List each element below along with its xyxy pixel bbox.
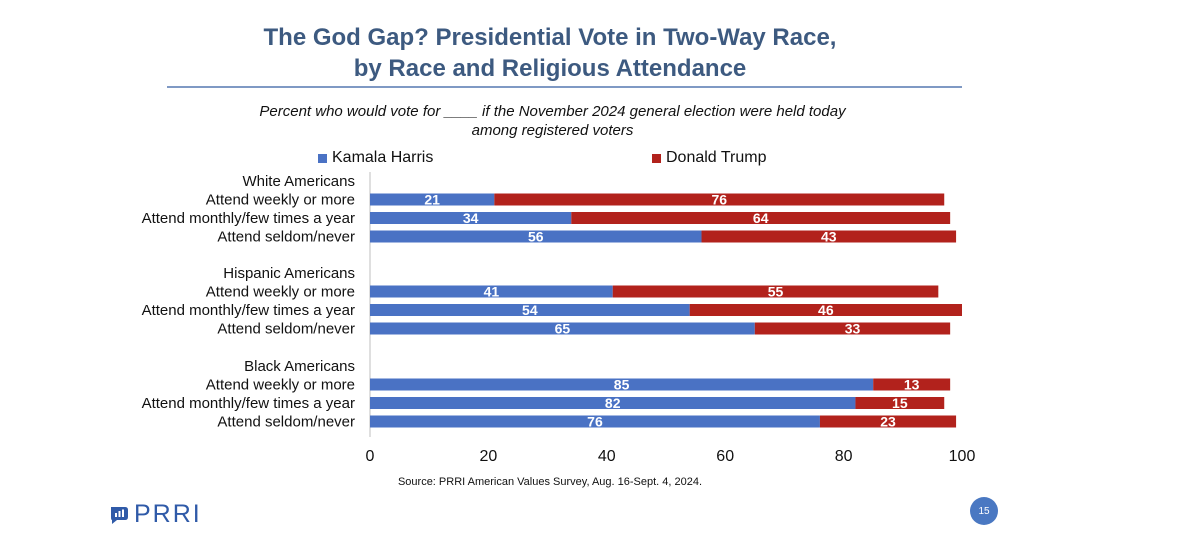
group-label: Black Americans	[244, 358, 355, 375]
x-tick-label: 100	[949, 448, 976, 465]
chart-subtitle: Percent who would vote for ____ if the N…	[170, 102, 935, 140]
row-label: Attend seldom/never	[217, 229, 355, 246]
data-label-harris: 34	[463, 210, 479, 226]
chart-subtitle-line-2: among registered voters	[471, 122, 634, 139]
source-note: Source: PRRI American Values Survey, Aug…	[397, 476, 703, 488]
bar-harris	[370, 193, 495, 206]
bar-harris	[370, 285, 613, 298]
x-tick-label: 80	[835, 448, 853, 465]
data-label-harris: 65	[555, 321, 571, 337]
legend-swatch-harris	[318, 153, 327, 163]
row-label: Attend weekly or more	[206, 284, 355, 301]
page-number-badge: 15	[970, 497, 998, 525]
row-label: Attend monthly/few times a year	[142, 302, 355, 319]
data-label-harris: 56	[528, 229, 544, 245]
data-label-harris: 85	[614, 377, 630, 393]
group-label: White Americans	[242, 173, 355, 190]
bar-trump	[754, 322, 951, 335]
prri-logo-text: PRRI	[134, 500, 202, 528]
row-label: Attend seldom/never	[217, 414, 355, 431]
legend-label-trump: Donald Trump	[666, 149, 767, 166]
data-label-harris: 54	[522, 302, 538, 318]
data-label-trump: 43	[821, 229, 837, 245]
x-tick-label: 20	[480, 448, 498, 465]
bar-harris	[370, 397, 856, 409]
data-label-trump: 33	[845, 321, 861, 337]
x-tick-label: 40	[598, 448, 616, 465]
legend-item-harris: Kamala Harris	[318, 149, 433, 167]
bar-trump	[689, 304, 962, 316]
bar-harris	[370, 212, 572, 224]
data-label-harris: 76	[587, 414, 603, 430]
data-label-harris: 41	[484, 284, 500, 300]
chart-subtitle-line-1: Percent who would vote for ____ if the N…	[259, 103, 846, 120]
bar-trump	[701, 230, 957, 243]
bar-harris	[370, 304, 690, 316]
row-label: Attend weekly or more	[206, 192, 355, 209]
bar-trump	[819, 415, 957, 428]
x-tick-label: 60	[716, 448, 734, 465]
prri-logo: PRRI	[108, 500, 202, 529]
legend-swatch-trump	[652, 153, 661, 163]
data-label-harris: 82	[605, 395, 621, 411]
bar-trump	[612, 285, 939, 298]
row-label: Attend weekly or more	[206, 377, 355, 394]
chart-title: The God Gap? Presidential Vote in Two-Wa…	[0, 22, 1100, 84]
bar-trump	[873, 378, 951, 391]
data-label-trump: 23	[880, 414, 896, 430]
bar-harris	[370, 322, 755, 335]
chart-title-line-1: The God Gap? Presidential Vote in Two-Wa…	[263, 24, 837, 51]
group-label: Hispanic Americans	[223, 265, 355, 282]
bar-trump	[571, 212, 951, 224]
data-label-trump: 64	[753, 210, 769, 226]
bar-harris	[370, 230, 702, 243]
x-tick-label: 0	[366, 448, 375, 465]
bar-harris	[370, 415, 820, 428]
legend-label-harris: Kamala Harris	[332, 149, 434, 166]
title-divider	[167, 86, 962, 88]
row-label: Attend monthly/few times a year	[142, 395, 355, 412]
chart-title-line-2: by Race and Religious Attendance	[353, 55, 747, 82]
bar-trump	[855, 397, 945, 409]
data-label-trump: 76	[711, 192, 727, 208]
data-label-harris: 21	[424, 192, 440, 208]
bar-harris	[370, 378, 874, 391]
data-label-trump: 55	[768, 284, 784, 300]
data-label-trump: 13	[904, 377, 920, 393]
data-label-trump: 46	[818, 302, 834, 318]
bar-trump	[494, 193, 945, 206]
legend-item-trump: Donald Trump	[652, 149, 767, 167]
prri-logo-icon	[111, 506, 128, 524]
row-label: Attend monthly/few times a year	[142, 210, 355, 227]
data-label-trump: 15	[892, 395, 908, 411]
row-label: Attend seldom/never	[217, 321, 355, 338]
